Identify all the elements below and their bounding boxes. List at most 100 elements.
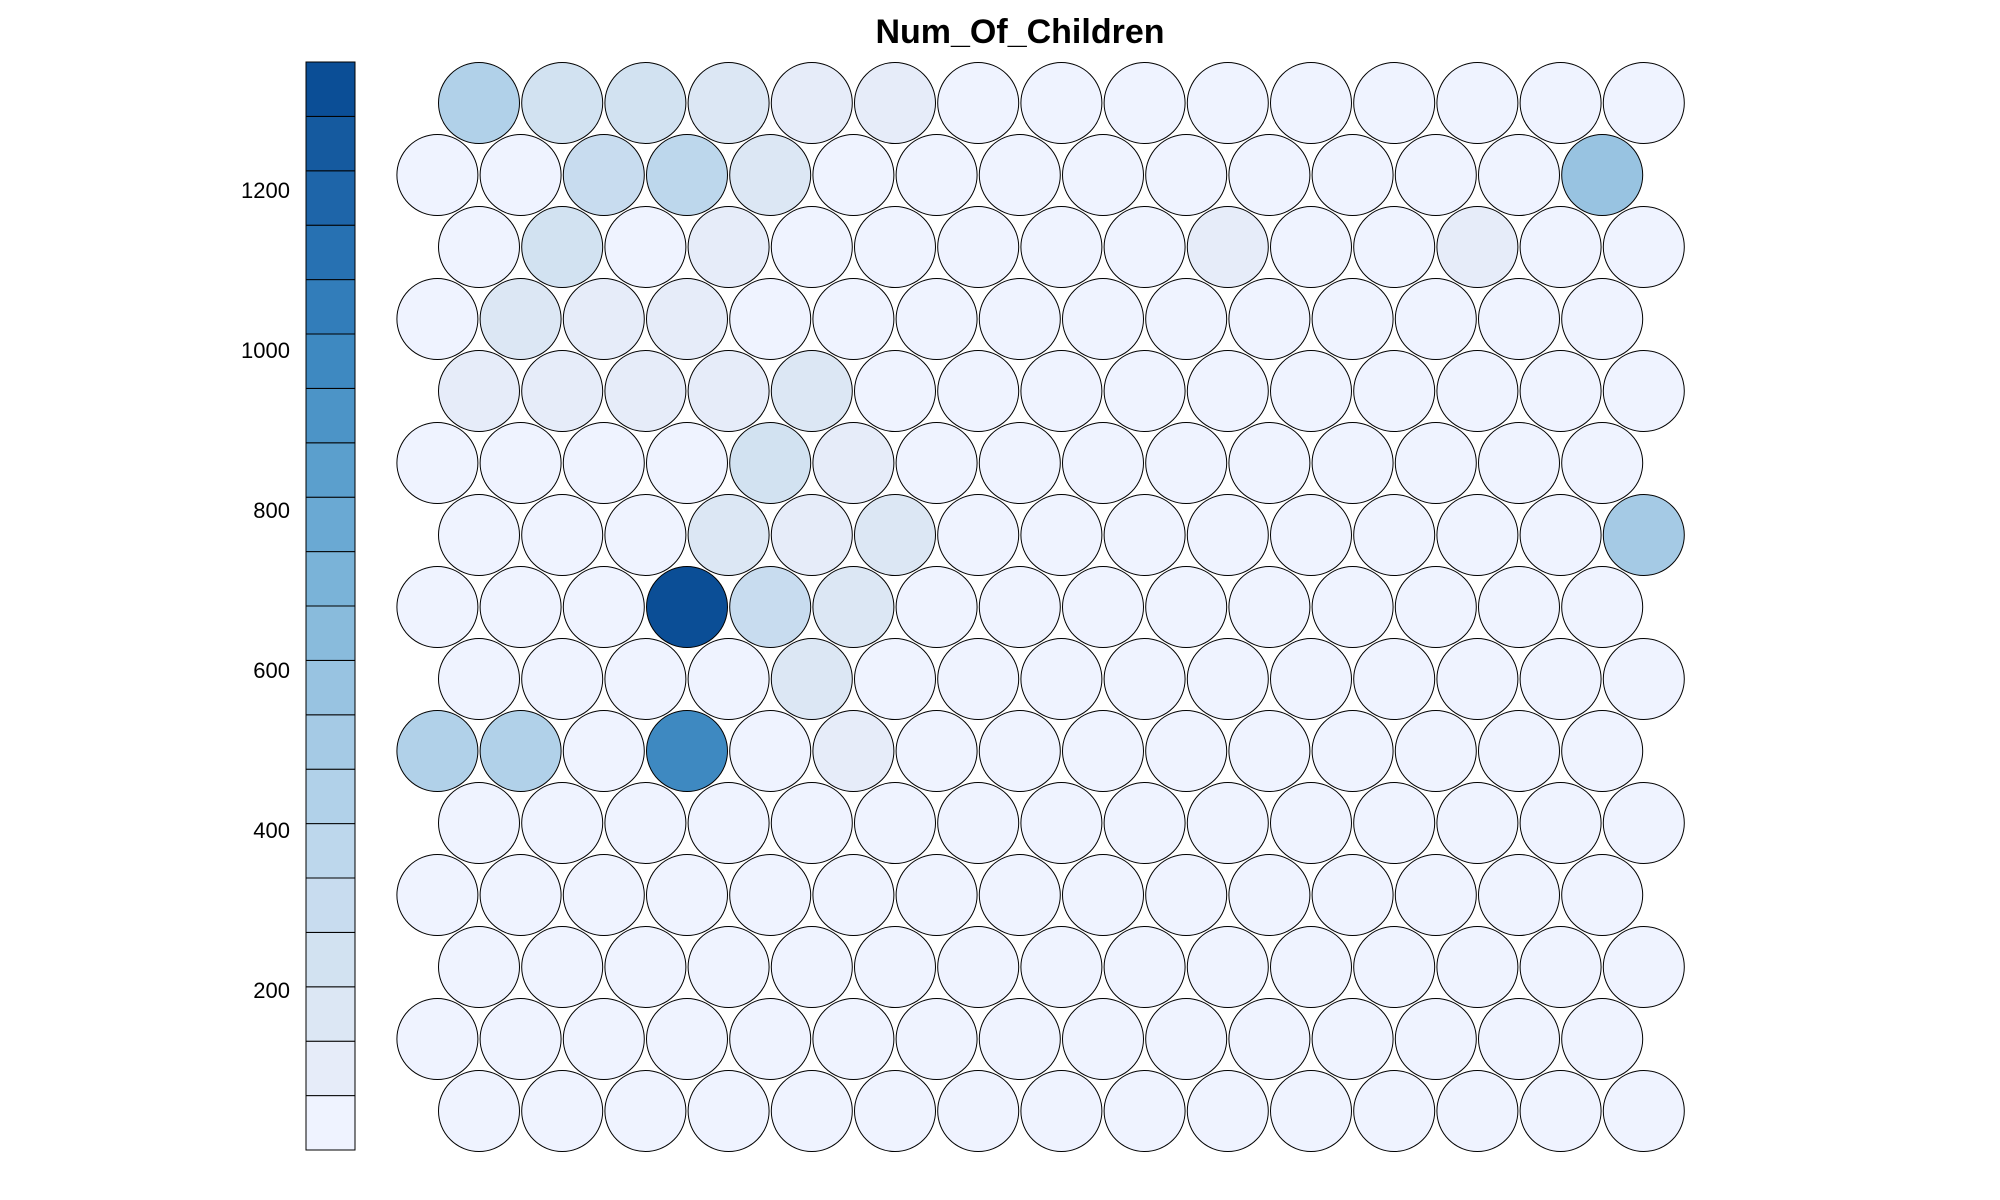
som-node [396,710,479,792]
som-node [1186,494,1269,576]
som-node [521,926,604,1008]
som-node [562,998,645,1080]
som-node [1519,206,1602,288]
som-node [1602,206,1685,288]
som-node [687,62,770,144]
som-node [1602,782,1685,864]
som-node [937,782,1020,864]
som-node [687,638,770,720]
som-node [1311,710,1394,792]
legend-color-cell [305,442,356,498]
som-node [604,350,687,432]
som-node [1353,206,1436,288]
som-node [1062,278,1144,360]
som-node [1062,998,1144,1080]
som-node [1436,1070,1519,1152]
som-node [438,782,520,864]
som-node [812,134,895,216]
som-node [937,1070,1020,1152]
som-node [937,494,1020,576]
som-node [1186,350,1269,432]
legend-color-cell [305,333,356,389]
som-node [1602,494,1685,576]
som-node [770,206,853,288]
som-node [1519,494,1602,576]
legend-color-cell [305,115,356,172]
som-node [1103,1070,1186,1152]
som-node [1186,1070,1269,1152]
som-node [396,278,479,360]
som-node [1145,566,1228,648]
som-node [1353,62,1436,144]
som-node [1228,998,1311,1080]
som-node [1270,638,1352,720]
som-node [562,566,645,648]
legend-tick-label: 1200 [241,178,290,203]
legend-color-cell [305,1095,356,1151]
som-node [1519,350,1602,432]
som-node [770,926,853,1008]
legend-color-cell [305,1040,356,1097]
legend-color-cell [305,877,356,933]
som-node [1145,998,1228,1080]
som-node [937,350,1020,432]
som-node [438,206,520,288]
som-node [978,134,1061,216]
som-node [521,350,604,432]
som-node [1394,566,1477,648]
som-node [1394,422,1477,504]
som-node [1561,566,1644,648]
som-node [1602,638,1685,720]
som-node [1602,1070,1685,1152]
som-node [937,206,1020,288]
som-node [438,62,520,144]
som-node [604,62,687,144]
som-node [562,710,645,792]
som-node [1020,926,1103,1008]
som-node [1353,638,1436,720]
som-node [479,422,562,504]
som-node [1353,350,1436,432]
som-node [812,854,895,936]
som-node [396,566,479,648]
som-node [1228,710,1311,792]
som-node [1145,422,1228,504]
legend-color-cell [305,768,356,825]
som-node [479,998,562,1080]
som-node [854,1070,936,1152]
som-node [729,278,812,360]
som-node [1311,422,1394,504]
som-node [895,278,978,360]
som-node [1186,206,1269,288]
som-node [1436,782,1519,864]
som-node [438,1070,520,1152]
legend-color-cell [305,659,356,716]
som-node [1394,998,1477,1080]
som-node [978,710,1061,792]
som-node [562,278,645,360]
som-node [1062,422,1144,504]
som-node [479,134,562,216]
som-node [687,782,770,864]
som-node [729,134,812,216]
som-node [729,854,812,936]
som-node [1020,638,1103,720]
som-node [1561,710,1644,792]
som-node [1228,278,1311,360]
som-node [1228,566,1311,648]
som-node [1062,134,1144,216]
som-node [1270,926,1352,1008]
som-node [604,926,687,1008]
som-node [521,494,604,576]
som-node [1602,62,1685,144]
som-node [604,638,687,720]
som-node [1353,1070,1436,1152]
legend-color-cell [305,986,356,1042]
som-node [854,494,936,576]
som-node [396,422,479,504]
som-node [521,638,604,720]
som-node [1103,494,1186,576]
som-node [1020,62,1103,144]
som-node [854,350,936,432]
